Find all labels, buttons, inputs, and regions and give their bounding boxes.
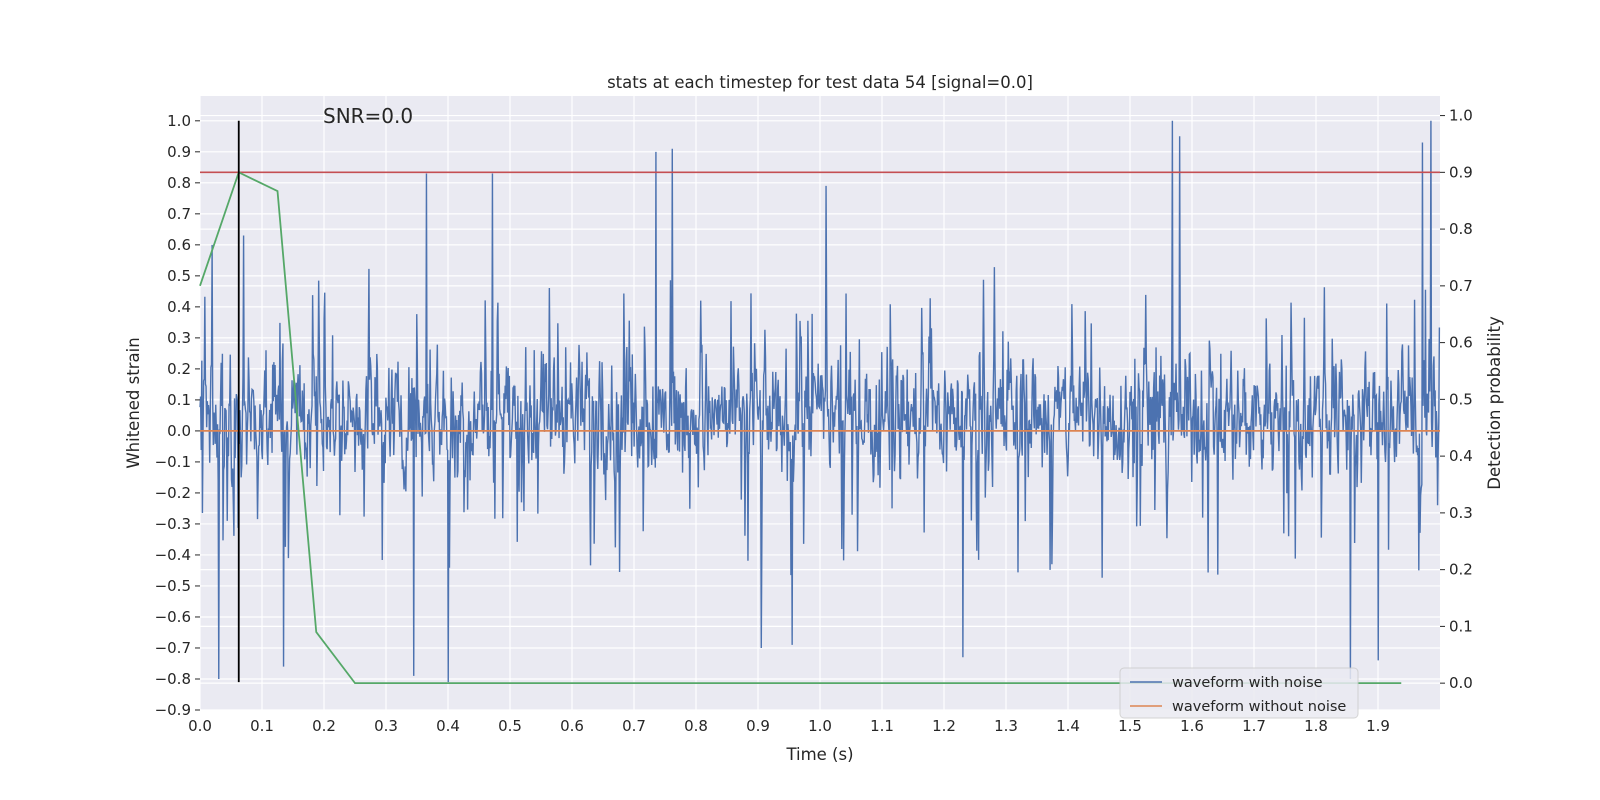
- x-tick-label: 0.6: [560, 717, 584, 735]
- y-tick-label: −0.7: [155, 639, 191, 657]
- y2-tick-label: 0.6: [1449, 334, 1473, 352]
- y-tick-label: −0.8: [155, 670, 191, 688]
- y-tick-label: 0.2: [167, 360, 191, 378]
- y-tick-label: −0.3: [155, 515, 191, 533]
- x-tick-label: 1.2: [932, 717, 956, 735]
- y-tick-label: 0.5: [167, 267, 191, 285]
- y-tick-label: −0.5: [155, 577, 191, 595]
- y2-tick-label: 0.1: [1449, 617, 1473, 635]
- y-tick-label: 0.8: [167, 174, 191, 192]
- y-tick-label: 0.6: [167, 236, 191, 254]
- x-tick-label: 1.7: [1242, 717, 1266, 735]
- snr-annotation: SNR=0.0: [323, 104, 413, 128]
- x-tick-label: 0.7: [622, 717, 646, 735]
- y2-tick-label: 0.7: [1449, 277, 1473, 295]
- x-tick-label: 1.4: [1056, 717, 1080, 735]
- x-tick-label: 1.0: [808, 717, 832, 735]
- y-axis-label: Whitened strain: [124, 337, 143, 468]
- x-tick-label: 0.3: [374, 717, 398, 735]
- x-tick-label: 1.6: [1180, 717, 1204, 735]
- legend-label-waveform-with-noise: waveform with noise: [1172, 675, 1323, 691]
- y-tick-label: 1.0: [167, 112, 191, 130]
- y2-tick-label: 0.9: [1449, 163, 1473, 181]
- x-axis-label: Time (s): [785, 745, 853, 764]
- x-tick-label: 0.2: [312, 717, 336, 735]
- y-tick-label: −0.6: [155, 608, 191, 626]
- y-tick-label: 0.1: [167, 391, 191, 409]
- x-tick-label: 0.9: [746, 717, 770, 735]
- legend-box: [1119, 667, 1359, 719]
- x-tick-label: 1.5: [1118, 717, 1142, 735]
- x-tick-label: 0.8: [684, 717, 708, 735]
- y2-tick-label: 0.0: [1449, 674, 1473, 692]
- y-tick-label: −0.2: [155, 484, 191, 502]
- x-tick-label: 0.4: [436, 717, 460, 735]
- y2-axis-label: Detection probability: [1485, 316, 1504, 490]
- x-tick-label: 0.0: [188, 717, 212, 735]
- chart-title: stats at each timestep for test data 54 …: [607, 73, 1033, 92]
- y-tick-label: 0.9: [167, 143, 191, 161]
- y2-tick-label: 0.2: [1449, 561, 1473, 579]
- y-tick-label: 0.7: [167, 205, 191, 223]
- y-tick-label: 0.0: [167, 422, 191, 440]
- y-tick-label: 0.4: [167, 298, 191, 316]
- legend-label-waveform-without-noise: waveform without noise: [1172, 699, 1346, 715]
- x-tick-label: 1.3: [994, 717, 1018, 735]
- y-tick-label: −0.1: [155, 453, 191, 471]
- series-waveform-with-noise: [199, 120, 1441, 683]
- plot-lines: [199, 120, 1441, 685]
- x-tick-label: 0.5: [498, 717, 522, 735]
- y-tick-label: −0.9: [155, 701, 191, 719]
- y2-tick-label: 0.5: [1449, 390, 1473, 408]
- y-tick-label: 0.3: [167, 329, 191, 347]
- x-tick-label: 1.8: [1304, 717, 1328, 735]
- x-tick-label: 1.9: [1366, 717, 1390, 735]
- y2-tick-label: 1.0: [1449, 107, 1473, 125]
- y2-tick-label: 0.4: [1449, 447, 1473, 465]
- x-tick-label: 0.1: [250, 717, 274, 735]
- legend: waveform with noise waveform without noi…: [1119, 667, 1359, 719]
- x-tick-label: 1.1: [870, 717, 894, 735]
- y2-tick-label: 0.8: [1449, 220, 1473, 238]
- y2-tick-label: 0.3: [1449, 504, 1473, 522]
- y-tick-label: −0.4: [155, 546, 191, 564]
- tick-labels: 0.0 0.1 0.2 0.3 0.4 0.5 0.6 0.7 0.8 0.9 1.0 1.1 1.2 1…: [155, 107, 1473, 735]
